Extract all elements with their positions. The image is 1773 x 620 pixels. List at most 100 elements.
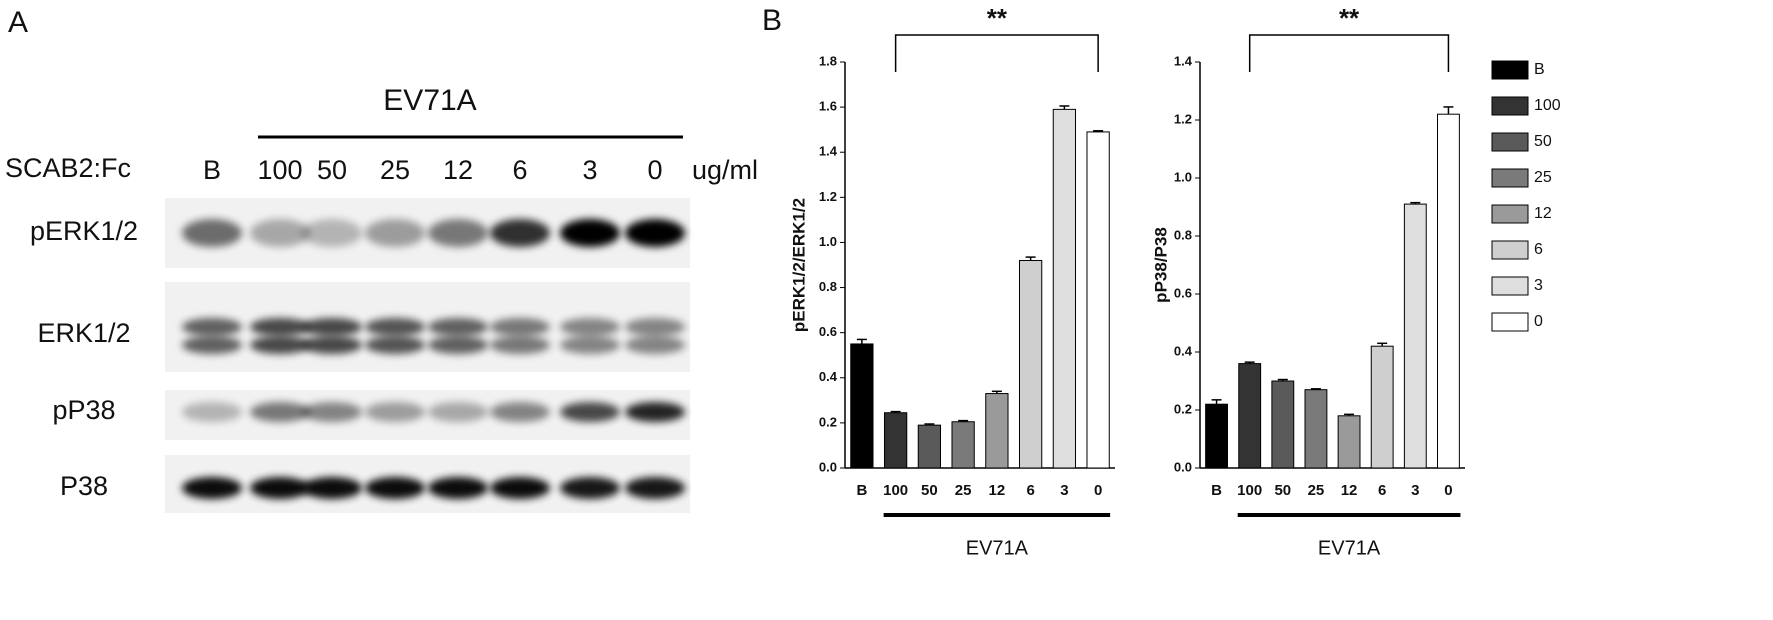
legend-swatch [1491, 132, 1529, 152]
blot-band [365, 402, 425, 422]
legend-swatch [1491, 96, 1529, 116]
y-tick-label: 1.4 [819, 144, 838, 159]
y-tick-label: 0.8 [1174, 227, 1192, 242]
unit-label: ug/ml [692, 155, 758, 185]
panel-label: A [8, 6, 28, 39]
blot-band [250, 318, 310, 336]
legend-label: 50 [1534, 133, 1552, 150]
y-tick-label: 0.4 [819, 369, 838, 384]
bar [951, 421, 975, 469]
treatment-label: SCAB2:Fc [5, 153, 131, 183]
blot-band [560, 336, 620, 354]
lane-label: B [203, 155, 221, 185]
significance-label: ** [987, 3, 1008, 33]
bar [985, 393, 1009, 469]
x-tick-label: B [1211, 482, 1222, 499]
blot-band [428, 477, 488, 499]
blot-band [365, 336, 425, 354]
blot-band [490, 219, 550, 247]
blot-band [490, 402, 550, 422]
significance-bracket [894, 34, 1099, 72]
x-tick-label: B [856, 482, 867, 499]
x-tick-label: 100 [883, 482, 908, 499]
blot-band [182, 477, 242, 499]
blot-band [250, 402, 310, 422]
x-tick-label: 6 [1378, 482, 1386, 499]
blot-band [625, 477, 685, 499]
legend-label: 3 [1534, 277, 1543, 294]
blot-band [365, 318, 425, 336]
blot-band [250, 477, 310, 499]
legend-label: 6 [1534, 241, 1543, 258]
legend-swatch [1491, 312, 1529, 332]
legend-label: 25 [1534, 169, 1552, 186]
blot-band [625, 402, 685, 422]
blot-band [302, 336, 362, 354]
y-tick-label: 0.0 [1174, 459, 1192, 474]
y-tick-label: 1.2 [819, 189, 837, 204]
lane-label: 0 [647, 155, 662, 185]
row-label: P38 [60, 471, 108, 501]
group-label: EV71A [966, 537, 1029, 559]
legend-label: 12 [1534, 205, 1552, 222]
bar [1205, 403, 1228, 469]
x-tick-label: 50 [1274, 482, 1291, 499]
panel-label: B [762, 4, 782, 37]
blot-band [302, 402, 362, 422]
lane-label: 25 [380, 155, 410, 185]
y-axis-title: pERK1/2/ERK1/2 [789, 198, 808, 332]
row-label: pP38 [52, 395, 115, 425]
lane-label: 3 [582, 155, 597, 185]
y-tick-label: 0.2 [819, 414, 837, 429]
bar [1018, 259, 1043, 469]
blot-band [560, 219, 620, 247]
bar [1052, 108, 1077, 469]
blot-band [250, 336, 310, 354]
blot-band [490, 477, 550, 499]
x-tick-label: 25 [955, 482, 972, 499]
blot-band [302, 219, 362, 247]
blot-band [428, 318, 488, 336]
y-tick-label: 1.2 [1174, 111, 1192, 126]
bar [1370, 345, 1394, 469]
lane-label: 50 [317, 155, 347, 185]
blot-band [182, 219, 242, 247]
x-tick-label: 3 [1060, 482, 1068, 499]
row-label: pERK1/2 [30, 216, 138, 246]
significance-bracket [1248, 34, 1450, 72]
y-tick-label: 0.4 [1174, 343, 1193, 358]
y-tick-label: 1.4 [1174, 53, 1193, 68]
y-tick-label: 1.0 [819, 234, 837, 249]
blot-band [560, 402, 620, 422]
blot-band [625, 318, 685, 336]
blot-band [625, 336, 685, 354]
legend-label: 100 [1534, 97, 1561, 114]
legend-swatch [1491, 60, 1529, 80]
y-tick-label: 0.6 [819, 324, 837, 339]
bar [883, 412, 908, 469]
x-tick-label: 12 [989, 482, 1006, 499]
blot-band [490, 336, 550, 354]
lane-label: 12 [443, 155, 473, 185]
bar [1238, 363, 1262, 469]
blot-band [428, 219, 488, 247]
significance-label: ** [1339, 3, 1360, 33]
y-axis-title: pP38/P38 [1151, 227, 1170, 303]
x-tick-label: 0 [1444, 482, 1452, 499]
blot-band [302, 318, 362, 336]
x-tick-label: 3 [1411, 482, 1419, 499]
lane-label: 6 [512, 155, 527, 185]
y-tick-label: 0.8 [819, 279, 837, 294]
legend-label: B [1534, 61, 1545, 78]
y-tick-label: 1.6 [819, 99, 837, 114]
blot-band [560, 318, 620, 336]
x-tick-label: 25 [1308, 482, 1325, 499]
blot-band [182, 402, 242, 422]
blot-band [302, 477, 362, 499]
blot-band [625, 219, 685, 247]
legend-swatch [1491, 240, 1529, 260]
blot-band [250, 219, 310, 247]
blot-band [182, 336, 242, 354]
